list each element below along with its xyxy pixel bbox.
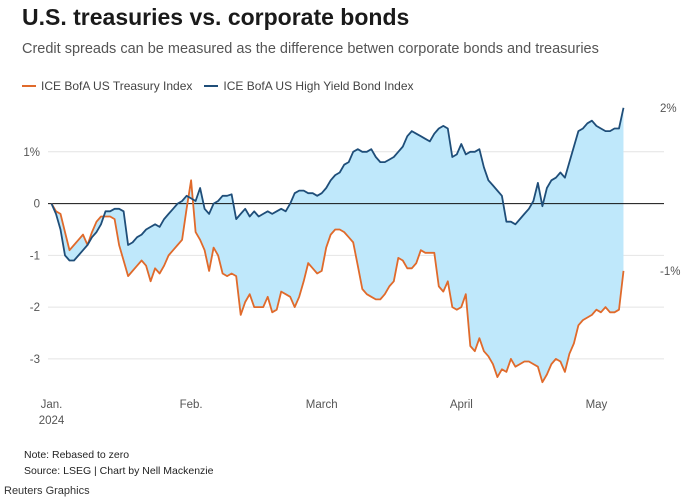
x-tick-label-may: May [586,399,608,411]
legend-swatch-treasury [22,85,36,87]
y-tick-label-2: -2 [30,302,40,314]
y-tick-label-0: 0 [34,199,40,211]
legend-label-treasury: ICE BofA US Treasury Index [41,79,193,93]
x-tick-label-jan: Jan. [41,399,63,411]
x-tick-label-feb: Feb. [180,399,203,411]
x-tick-label-april: April [450,399,473,411]
spread-area [51,107,624,383]
chart-note: Note: Rebased to zero [24,449,130,461]
legend-item-high-yield: ICE BofA US High Yield Bond Index [204,79,414,93]
brand-credit: Reuters Graphics [4,485,90,497]
line-chart: 1% 0 -1 -2 -3 Jan. 2024 Feb. March April May 2% -1… [23,103,680,427]
chart-source: Source: LSEG | Chart by Nell Mackenzie [24,465,214,477]
end-labels: 2% -1% [660,103,680,278]
chart-subtitle: Credit spreads can be measured as the di… [22,41,599,57]
series-line-treasury [50,179,625,384]
chart-title: U.S. treasuries vs. corporate bonds [22,4,410,30]
chart-legend: ICE BofA US Treasury Index ICE BofA US H… [22,79,426,93]
series-line-high-yield [50,107,625,262]
end-label-treasury: -1% [660,266,680,278]
x-tick-sublabel-2024: 2024 [39,415,65,427]
legend-swatch-high-yield [204,85,219,87]
y-tick-label-1: -1 [30,250,40,262]
x-tick-label-march: March [306,399,338,411]
x-axis-ticks: Jan. 2024 Feb. March April May [39,399,608,427]
legend-label-high-yield: ICE BofA US High Yield Bond Index [223,79,414,93]
end-label-high-yield: 2% [660,103,677,115]
y-tick-label-1: 1% [23,147,40,159]
series-lines [50,107,625,384]
legend-item-treasury: ICE BofA US Treasury Index [22,79,192,93]
spread-fill [51,107,624,383]
y-tick-label-3: -3 [30,354,40,366]
y-axis-ticks: 1% 0 -1 -2 -3 [23,147,40,366]
